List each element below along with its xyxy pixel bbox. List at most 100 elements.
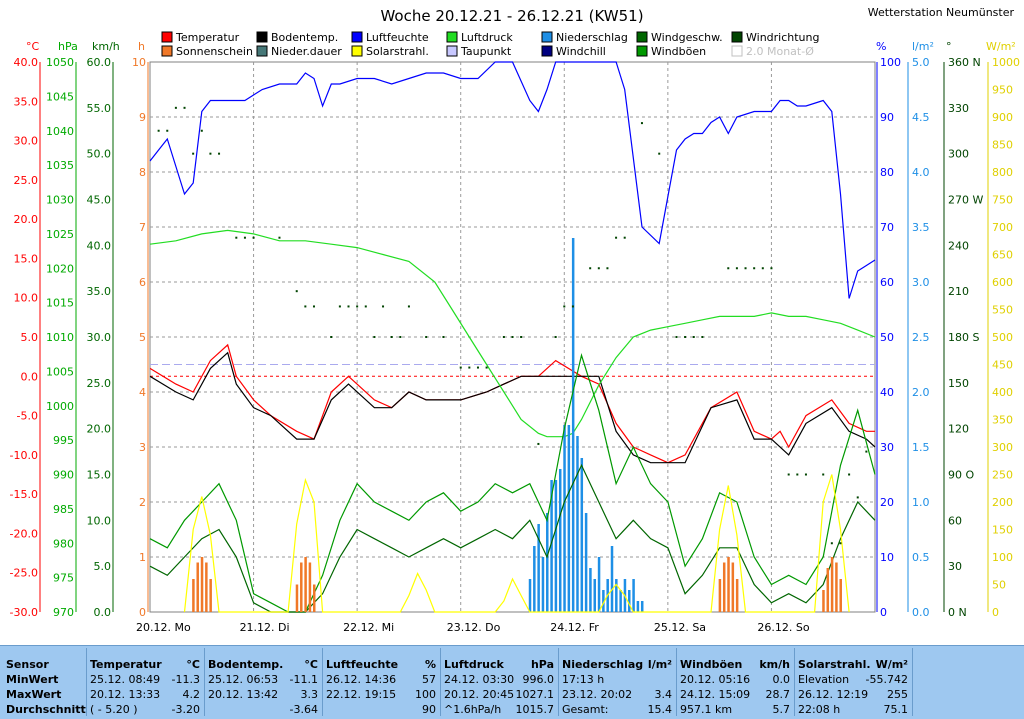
axis-tick-direction: 150 [948, 377, 969, 390]
legend-swatch [731, 45, 743, 57]
axis-unit-temp: °C [26, 40, 40, 53]
stats-min-time: 17:13 h [562, 673, 605, 686]
axis-tick-direction: 180 S [948, 331, 979, 344]
axis-tick-temp: -10.0 [10, 449, 38, 462]
bar-Niederschlag [567, 425, 571, 612]
axis-tick-direction: 90 O [948, 469, 974, 482]
legend-label: Windchill [556, 45, 606, 58]
axis-tick-temp: 0.0 [21, 370, 39, 383]
stats-max-val: 255 [887, 688, 908, 701]
stats-min-val: 57 [422, 673, 436, 686]
axis-tick-direction: 300 [948, 148, 969, 161]
axis-tick-sun: 5 [139, 331, 146, 344]
point-Windrichtung [468, 366, 471, 369]
stats-avg-val: 15.4 [647, 703, 673, 716]
stats-max-time: 20.12. 13:42 [208, 688, 279, 701]
stats-separator [440, 648, 441, 716]
axis-tick-humidity: 30 [880, 441, 894, 454]
point-Windrichtung [830, 542, 833, 545]
stats-max-val: 3.4 [654, 688, 673, 701]
bar-Sonnenschein [300, 562, 303, 612]
stats-max-time: 26.12. 12:19 [798, 688, 869, 701]
stats-min-val: 0.0 [772, 673, 791, 686]
stats-head: Niederschlag [562, 658, 644, 671]
stats-max-time: 20.12. 13:33 [90, 688, 161, 701]
point-Windrichtung [675, 336, 678, 338]
axis-tick-solar: 0 [992, 606, 999, 619]
axis-tick-rain: 4.5 [912, 111, 930, 124]
legend-swatch [161, 45, 173, 57]
legend-label: Windböen [651, 45, 706, 58]
bar-Sonnenschein [822, 590, 825, 612]
bar-Niederschlag [589, 568, 592, 612]
axis-tick-humidity: 20 [880, 496, 894, 509]
axis-tick-wind: 15.0 [87, 469, 112, 482]
stats-max-val: 100 [415, 688, 436, 701]
axis-tick-wind: 45.0 [87, 194, 112, 207]
axis-tick-rain: 2.5 [912, 331, 930, 344]
point-Windrichtung [459, 366, 462, 369]
axis-tick-sun: 0 [139, 606, 146, 619]
stats-head: Luftfeuchte [326, 658, 399, 671]
stats-max-val: 1027.1 [515, 688, 555, 701]
axis-tick-temp: -5.0 [17, 410, 38, 423]
stats-avg-time: 957.1 km [680, 703, 733, 716]
stats-avg-val: -3.20 [171, 703, 200, 716]
point-Windrichtung [235, 236, 238, 239]
x-tick-label: 22.12. Mi [343, 621, 394, 634]
legend-swatch [256, 31, 268, 43]
axis-tick-sun: 7 [139, 221, 146, 234]
bar-Niederschlag [558, 469, 562, 612]
point-Windrichtung [442, 336, 445, 338]
bar-Niederschlag [563, 425, 566, 612]
bar-Sonnenschein [839, 579, 842, 612]
axis-unit-solar: W/m² [986, 40, 1016, 53]
axis-tick-pressure: 1010 [46, 331, 74, 344]
axis-tick-humidity: 100 [880, 56, 901, 69]
point-Windrichtung [640, 122, 643, 125]
point-Windrichtung [330, 336, 333, 338]
point-Windrichtung [520, 336, 523, 338]
axis-tick-pressure: 985 [53, 503, 74, 516]
point-Windrichtung [192, 152, 195, 155]
stats-max-time: 20.12. 20:45 [444, 688, 515, 701]
stats-min-val: 996.0 [522, 673, 555, 686]
legend-label: Nieder.dauer [271, 45, 342, 58]
stats-separator [912, 648, 913, 716]
point-Windrichtung [865, 450, 868, 453]
point-Windrichtung [157, 129, 160, 132]
axis-tick-pressure: 1035 [46, 159, 74, 172]
point-Windrichtung [373, 336, 376, 338]
axis-tick-sun: 2 [139, 496, 146, 509]
legend-label: Luftfeuchte [366, 31, 429, 44]
bar-Niederschlag [602, 590, 605, 612]
bar-Niederschlag [610, 546, 614, 612]
axis-tick-rain: 2.0 [912, 386, 930, 399]
bar-Sonnenschein [304, 557, 307, 612]
point-Windrichtung [727, 267, 730, 270]
x-tick-label: 23.12. Do [447, 621, 501, 634]
stats-block: Niederschlag l/m² 17:13 h 23.12. 20:02 3.4 Ge… [562, 648, 674, 716]
legend-swatch [541, 45, 553, 57]
bar-Niederschlag [619, 590, 622, 612]
legend-label: Niederschlag [556, 31, 628, 44]
bar-Niederschlag [597, 557, 601, 612]
legend-swatch [636, 45, 648, 57]
axis-tick-wind: 40.0 [87, 239, 112, 252]
axis-tick-pressure: 1000 [46, 400, 74, 413]
series-line-Bodentemp. [149, 351, 876, 464]
axis-unit-pressure: hPa [58, 40, 78, 53]
point-Windrichtung [390, 336, 393, 338]
legend-label: Taupunkt [460, 45, 512, 58]
stats-min-time: 24.12. 03:30 [444, 673, 515, 686]
point-Windrichtung [692, 336, 695, 338]
point-Windrichtung [563, 305, 566, 308]
legend-label: Luftdruck [461, 31, 513, 44]
stats-panel: Sensor MinWert MaxWert Durchschnitt Temp… [0, 645, 1024, 719]
axis-tick-wind: 20.0 [87, 423, 112, 436]
stats-min-time: Elevation [798, 673, 850, 686]
legend-swatch [161, 31, 173, 43]
bar-Sonnenschein [192, 579, 195, 612]
axis-tick-wind: 35.0 [87, 285, 112, 298]
axis-tick-direction: 60 [948, 514, 962, 527]
